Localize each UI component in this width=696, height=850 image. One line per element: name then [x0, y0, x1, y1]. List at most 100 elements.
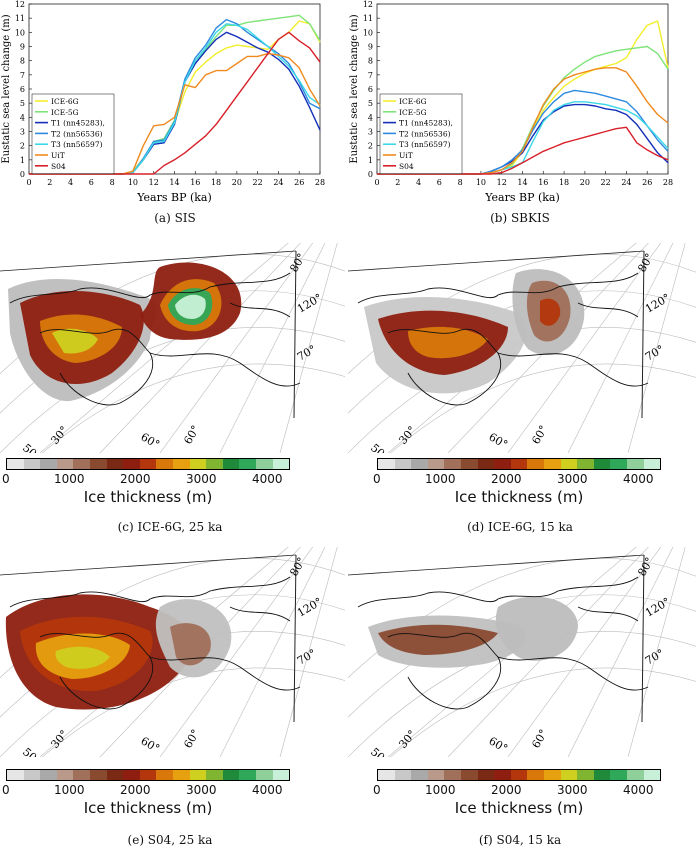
colorbar-segment	[411, 459, 428, 469]
x-tick-label: 14	[517, 178, 527, 187]
ice-sheet-peak	[55, 646, 110, 669]
map-panel-d: 80°120°70°50°30° 60° 60°	[348, 243, 696, 453]
longitude-line	[279, 243, 338, 453]
legend-entry: ICE-6G	[399, 97, 427, 106]
colorbar-segment	[378, 459, 395, 469]
colorbar-segment	[139, 770, 157, 780]
latitude-line	[389, 363, 696, 453]
colorbar-segment	[577, 770, 594, 780]
latitude-label: 80°	[635, 555, 656, 578]
series-line	[29, 23, 321, 175]
colorbar-segment	[543, 459, 561, 469]
x-tick-label: 8	[458, 178, 463, 187]
series-line	[377, 67, 669, 175]
x-tick-label: 24	[273, 178, 283, 187]
colorbar-segment	[89, 459, 107, 469]
colorbar-segment	[444, 459, 461, 469]
colorbar-segment	[139, 459, 157, 469]
legend-entry: T3 (nn56597)	[51, 140, 103, 149]
colorbar-tick: 4000	[252, 472, 283, 486]
colorbar-segment	[189, 770, 207, 780]
longitude-line	[627, 547, 686, 757]
legend-entry: T1 (nn45283),	[399, 119, 453, 128]
coastline	[9, 272, 301, 406]
x-tick-label: 2	[395, 178, 400, 187]
colorbar-segment	[7, 459, 24, 469]
caption-e: (e) S04, 25 ka	[127, 833, 213, 847]
map-panel-f: 80°120°70°50°30° 60° 60°	[348, 547, 696, 757]
colorbar-tick: 1000	[425, 472, 456, 486]
line-chart-sbkis: 0 2 4 6 8 10 12 14 16 18 20 22 24 26 28012345678910111…	[349, 0, 673, 204]
colorbar-strip	[6, 769, 290, 781]
longitude-label: 60°	[487, 430, 510, 451]
colorbar-segment	[255, 459, 273, 469]
y-tick-label: 11	[15, 14, 25, 23]
latitude-label: 70°	[643, 647, 666, 668]
x-tick-label: 26	[294, 178, 304, 187]
colorbar-f: 0 1000 2000 3000 4000 Ice thickness (m)	[373, 769, 661, 817]
longitude-line	[219, 243, 326, 453]
series-line	[29, 31, 321, 175]
map-frame-edge	[293, 250, 297, 419]
x-tick-label: 6	[437, 178, 442, 187]
legend-entry: UiT	[51, 151, 65, 160]
ice-sheet-east-core	[170, 623, 211, 666]
y-tick-label: 7	[20, 71, 25, 80]
colorbar-segment	[427, 459, 445, 469]
colorbar-tick: 2000	[120, 472, 151, 486]
colorbar-d: 0 1000 2000 3000 4000 Ice thickness (m)	[373, 458, 661, 506]
colorbar-segment	[40, 770, 57, 780]
longitude-line	[567, 547, 674, 757]
colorbar-title: Ice thickness (m)	[83, 799, 213, 817]
map-frame-edge	[641, 554, 645, 723]
longitude-label: 50°	[368, 441, 391, 453]
ice-sheet-east-max	[175, 294, 206, 319]
longitude-line	[279, 547, 338, 757]
y-tick-label: 12	[15, 0, 25, 9]
x-tick-label: 20	[580, 178, 590, 187]
colorbar-segment	[643, 459, 661, 469]
colorbar-segment	[494, 770, 511, 780]
caption-b: (b) SBKIS	[490, 211, 550, 225]
y-tick-label: 4	[20, 113, 25, 122]
colorbar-segment	[106, 770, 124, 780]
colorbar-tick: 3000	[186, 472, 217, 486]
colorbar-segment	[494, 459, 511, 469]
series-line	[377, 126, 669, 175]
legend-entry: ICE-6G	[51, 97, 79, 106]
ice-sheet-core	[408, 326, 488, 359]
longitude-line	[507, 547, 662, 757]
colorbar-segment	[394, 770, 412, 780]
colorbar-segment	[626, 770, 644, 780]
y-tick-label: 11	[363, 14, 373, 23]
colorbar-tick: 0	[373, 783, 381, 797]
series-line	[377, 89, 669, 175]
y-tick-label: 8	[368, 57, 373, 66]
ice-sheet-core	[495, 596, 578, 661]
colorbar-segment	[378, 770, 395, 780]
colorbar-segment	[40, 459, 57, 469]
colorbar-strip	[6, 458, 290, 470]
legend-entry: ICE-5G	[51, 108, 79, 117]
colorbar-segment	[56, 770, 74, 780]
legend-entry: S04	[51, 162, 66, 171]
y-tick-label: 1	[368, 156, 373, 165]
ice-sheet-region	[378, 624, 498, 655]
colorbar-segment	[527, 459, 544, 469]
colorbar-tick: 1000	[425, 783, 456, 797]
x-tick-label: 24	[621, 178, 631, 187]
colorbar-tick: 0	[373, 472, 381, 486]
x-tick-label: 0	[374, 178, 379, 187]
legend-entry: T2 (nn56536)	[399, 129, 451, 138]
legend-entry: T3 (nn56597)	[399, 140, 451, 149]
colorbar-segment	[477, 770, 495, 780]
legend-entry: S04	[399, 162, 414, 171]
y-tick-label: 7	[368, 71, 373, 80]
x-tick-label: 18	[559, 178, 569, 187]
latitude-line	[41, 667, 345, 757]
x-tick-label: 2	[47, 178, 52, 187]
colorbar-strip	[377, 458, 661, 470]
colorbar-tick: 0	[2, 472, 10, 486]
legend-entry: UiT	[399, 151, 413, 160]
colorbar-segment	[222, 770, 240, 780]
